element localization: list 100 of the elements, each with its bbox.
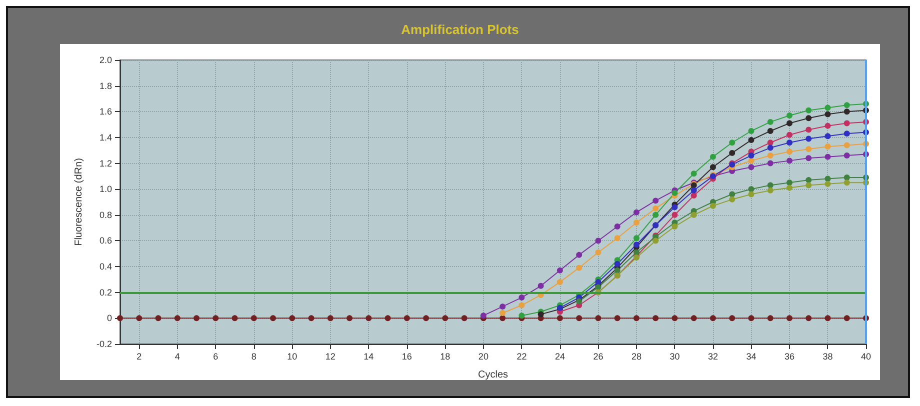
x-axis-title: Cycles	[478, 370, 508, 380]
point	[806, 107, 812, 114]
point	[384, 315, 391, 322]
point	[423, 315, 430, 322]
point	[595, 238, 602, 244]
x-tick-label: 38	[822, 352, 833, 362]
y-tick-label: 0.8	[99, 210, 112, 220]
x-tick-label: 4	[174, 352, 180, 362]
point	[556, 279, 563, 286]
point	[824, 315, 831, 322]
x-tick-label: 10	[287, 352, 298, 362]
point	[346, 315, 353, 322]
point	[556, 315, 563, 322]
point	[748, 158, 754, 164]
point	[690, 315, 697, 322]
point	[652, 212, 659, 218]
point	[289, 315, 296, 322]
y-tick-label: 0.4	[99, 262, 112, 272]
y-tick-label: 1.8	[99, 80, 112, 91]
x-tick-label: 16	[402, 352, 412, 362]
point	[538, 311, 544, 318]
point	[806, 182, 812, 188]
point	[518, 312, 525, 319]
point	[633, 249, 640, 256]
x-tick-label: 14	[364, 352, 374, 362]
point	[232, 315, 238, 322]
point	[556, 267, 563, 274]
point	[806, 136, 812, 142]
point	[614, 260, 620, 267]
point	[824, 154, 831, 160]
x-tick-label: 18	[440, 352, 450, 362]
y-tick-label: 1.0	[99, 184, 112, 194]
point	[194, 315, 200, 322]
point	[518, 302, 525, 308]
point	[844, 120, 850, 126]
point	[767, 315, 774, 322]
x-tick-label: 24	[554, 352, 565, 362]
point	[824, 133, 831, 140]
point	[806, 315, 812, 322]
point	[729, 315, 736, 322]
point	[824, 176, 831, 182]
point	[595, 315, 602, 322]
point	[595, 249, 602, 256]
point	[672, 190, 678, 196]
point	[824, 143, 831, 150]
point	[404, 315, 410, 322]
point	[729, 140, 736, 146]
point	[786, 120, 792, 126]
point	[786, 180, 792, 186]
point	[710, 164, 716, 170]
point	[729, 196, 736, 202]
point	[824, 111, 831, 118]
y-tick-label: 0.2	[99, 287, 112, 298]
point	[136, 315, 142, 322]
point	[500, 304, 506, 310]
point	[672, 212, 678, 218]
x-tick-label: 32	[708, 352, 718, 362]
point	[824, 180, 831, 187]
point	[500, 315, 506, 322]
point	[461, 315, 468, 322]
y-axis-title: Fluorescence (dRn)	[74, 158, 84, 246]
point	[806, 155, 812, 162]
y-tick-label: 0.6	[99, 236, 112, 246]
y-tick-label: 1.4	[99, 132, 112, 142]
point	[748, 128, 754, 134]
point	[844, 315, 850, 322]
y-tick-label: 1.6	[99, 106, 112, 117]
x-tick-label: 8	[251, 352, 256, 362]
point	[806, 126, 812, 133]
point	[672, 204, 678, 210]
point	[767, 140, 774, 146]
chart-title: Amplification Plots	[401, 22, 519, 37]
point	[767, 152, 774, 159]
point	[633, 209, 640, 216]
point	[767, 182, 774, 188]
point	[786, 112, 792, 119]
point	[767, 160, 774, 166]
point	[652, 238, 659, 244]
point	[327, 315, 334, 322]
point	[767, 144, 774, 151]
point	[710, 315, 716, 322]
x-tick-label: 12	[325, 352, 336, 362]
point	[806, 146, 812, 152]
point	[652, 205, 659, 212]
y-tick-label: 2.0	[99, 55, 112, 65]
point	[844, 108, 850, 115]
point	[806, 115, 812, 122]
point	[633, 315, 640, 322]
point	[652, 315, 659, 322]
x-tick-label: 26	[593, 352, 604, 362]
point	[308, 315, 314, 322]
point	[690, 212, 697, 218]
point	[748, 191, 754, 198]
point	[786, 315, 792, 322]
point	[748, 152, 754, 159]
point	[786, 132, 792, 138]
point	[690, 192, 697, 199]
point	[576, 252, 582, 258]
point	[824, 104, 831, 111]
x-tick-label: 30	[670, 352, 680, 362]
